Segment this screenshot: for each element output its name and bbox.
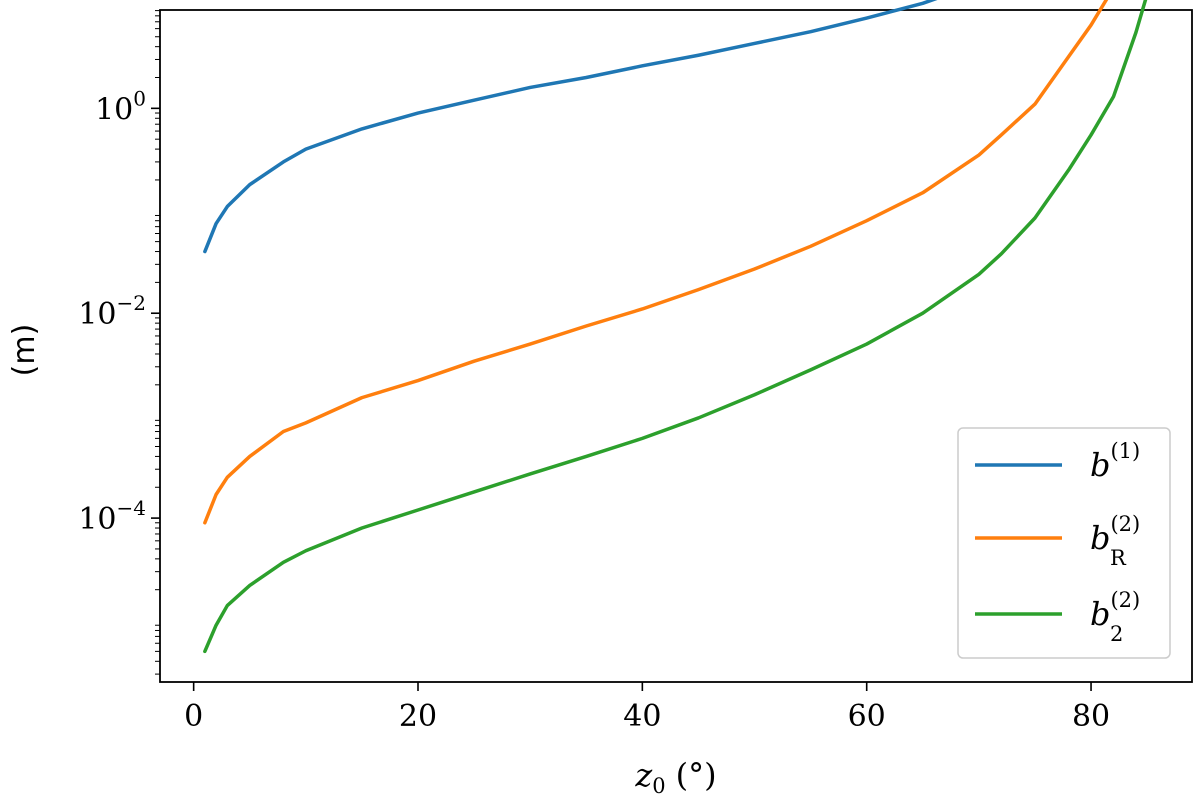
series-line-2	[203, 0, 1109, 525]
x-tick-label: 0	[184, 699, 203, 734]
legend-label-3: b(2) 2	[1090, 588, 1140, 646]
y-tick-base: 10	[78, 297, 116, 332]
legend-label-sup: (2)	[1110, 588, 1140, 612]
legend-label-base: b	[1090, 446, 1110, 484]
x-axis-label-var: z	[634, 756, 653, 794]
x-axis-label-sub: 0	[652, 774, 665, 798]
legend-label-1: b(1)	[1090, 439, 1140, 484]
legend-label-base: b	[1090, 595, 1110, 633]
x-tick-label: 80	[1072, 699, 1110, 734]
legend-label-base: b	[1090, 519, 1110, 557]
y-tick-label: 10−2	[78, 291, 146, 332]
y-tick-exp: −2	[117, 291, 146, 315]
y-axis-label: (m)	[7, 324, 42, 377]
y-tick-label: 100	[95, 86, 146, 127]
y-axis-ticks: 10210010−210−4	[78, 10, 160, 675]
x-tick-label: 40	[623, 699, 661, 734]
x-tick-label: 20	[399, 699, 437, 734]
y-tick-label: 10−4	[78, 496, 146, 537]
y-tick-base: 10	[95, 92, 133, 127]
y-tick-exp: −4	[117, 496, 146, 520]
x-axis-label: z0 (°)	[634, 756, 716, 798]
x-axis-ticks: 0 20 40 60 80	[184, 682, 1110, 734]
x-tick-label: 60	[848, 699, 886, 734]
legend-box	[957, 427, 1171, 659]
y-tick-exp: 0	[133, 86, 146, 110]
legend-label-sup: (1)	[1110, 439, 1140, 463]
legend-entries: b(1)b(2) Rb(2) 2	[975, 439, 1140, 646]
series-line-1	[203, 0, 938, 254]
y-tick-base: 10	[78, 502, 116, 537]
series-layer	[203, 0, 1148, 654]
plot-frame	[159, 9, 1193, 683]
series-line-3	[203, 0, 1148, 654]
legend-label-sub: 2	[1110, 622, 1123, 646]
legend-label-2: b(2) R	[1090, 512, 1140, 570]
legend-label-sub: R	[1110, 546, 1127, 570]
legend: b(1)b(2) Rb(2) 2	[957, 427, 1171, 659]
legend-label-sup: (2)	[1110, 512, 1140, 536]
x-axis-label-unit: (°)	[676, 756, 717, 794]
